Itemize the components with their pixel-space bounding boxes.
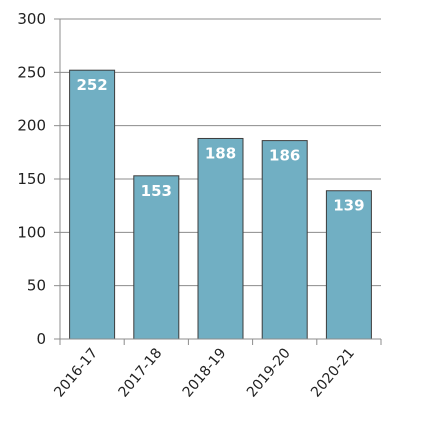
axes [59, 19, 381, 345]
x-tick-label: 2017-18 [116, 345, 166, 400]
x-tick-label: 2016-17 [51, 345, 101, 400]
bar [133, 175, 180, 340]
y-tick-label: 150 [17, 170, 46, 188]
data-label: 139 [333, 197, 364, 215]
data-label: 153 [141, 182, 172, 200]
data-label: 186 [269, 147, 300, 165]
x-tick-label: 2020-21 [308, 345, 358, 400]
bars [69, 69, 372, 340]
x-tick-label: 2019-20 [244, 345, 294, 400]
y-tick-label: 300 [17, 10, 46, 28]
bar [197, 137, 244, 340]
data-label: 188 [205, 144, 236, 162]
y-tick-label: 0 [36, 330, 46, 348]
y-tick-label: 250 [17, 63, 46, 81]
x-tick-label: 2018-19 [180, 345, 230, 400]
y-tick-label: 50 [27, 277, 46, 295]
x-axis-ticks: 2016-17 2017-18 2018-19 2019-20 2020-21 [51, 339, 382, 400]
y-tick-label: 100 [17, 223, 46, 241]
data-label: 252 [76, 76, 107, 94]
y-axis-ticks: 0 50 100 150 200 250 300 [17, 10, 60, 348]
bar [69, 69, 116, 340]
data-labels: 252 153 188 186 139 [76, 76, 364, 215]
bar [261, 140, 308, 340]
y-tick-label: 200 [17, 117, 46, 135]
